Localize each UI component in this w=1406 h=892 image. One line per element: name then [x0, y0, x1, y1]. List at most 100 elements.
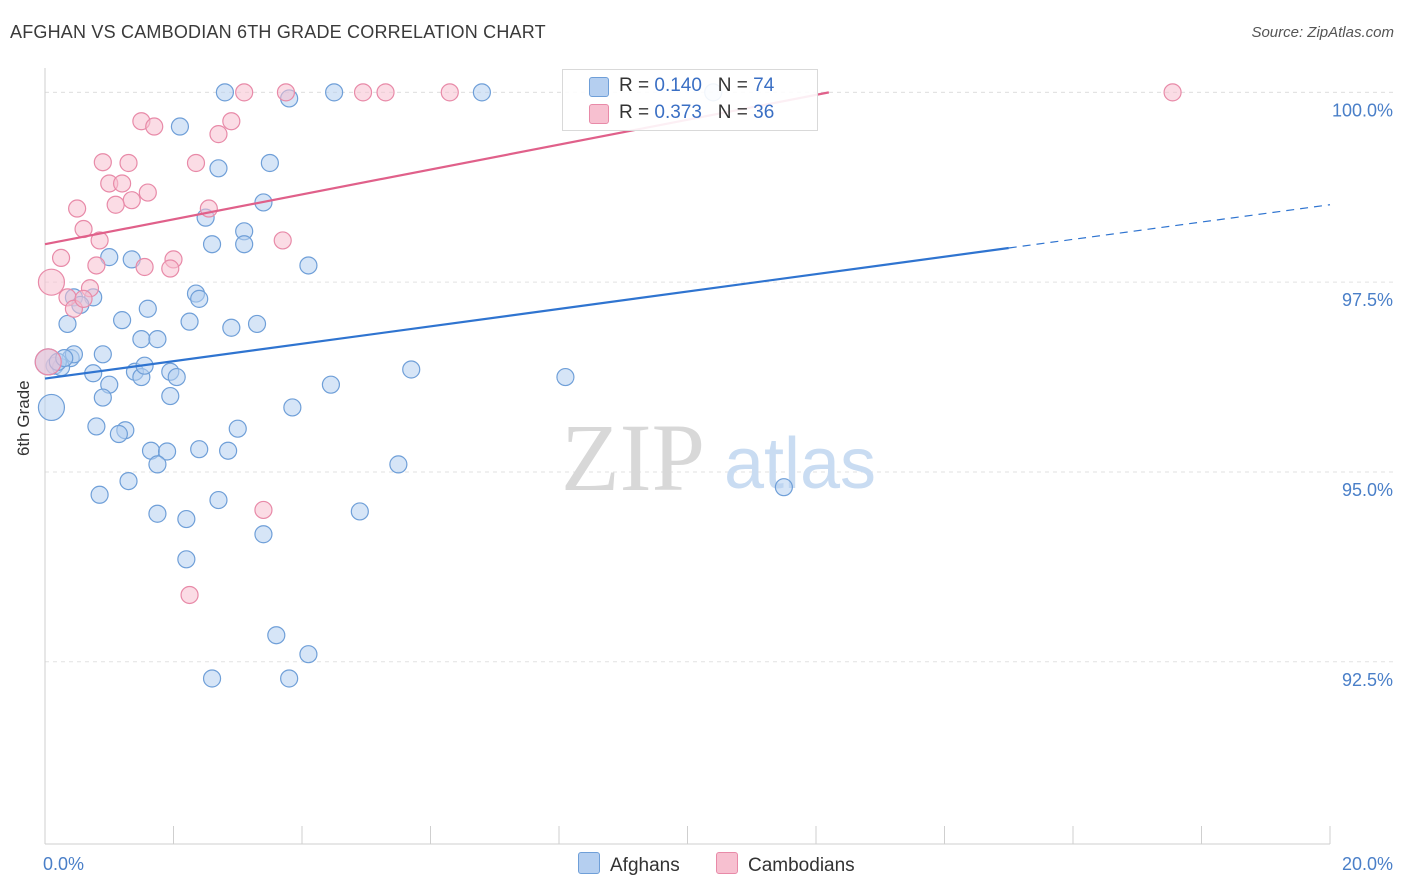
- cambodian-point: [68, 199, 87, 218]
- cambodian-legend-label: Cambodians: [748, 855, 855, 876]
- afghan-point: [167, 367, 186, 387]
- grid-lines: [45, 91, 1395, 663]
- legend-n-value: 36: [753, 102, 775, 123]
- cambodian-point: [122, 191, 141, 210]
- cambodian-point: [37, 268, 66, 296]
- afghan-point: [202, 669, 222, 688]
- afghan-point: [93, 345, 112, 364]
- afghan-point: [389, 455, 408, 474]
- cambodian-point: [119, 153, 138, 173]
- afghan-point: [170, 117, 190, 136]
- y-tick-label: 100.0%: [1332, 100, 1393, 120]
- legend-item-afghans[interactable]: Afghans: [578, 852, 680, 877]
- afghan-point: [321, 375, 341, 394]
- afghan-trend-extension: [1008, 204, 1331, 249]
- afghan-point: [190, 440, 209, 459]
- afghan-point: [132, 330, 151, 349]
- cambodian-point: [209, 125, 228, 144]
- afghan-point: [37, 393, 66, 422]
- afghan-point: [556, 367, 575, 387]
- afghan-point: [325, 83, 344, 102]
- afghan-point: [177, 509, 196, 529]
- cambodian-point: [93, 153, 112, 172]
- axes: [44, 68, 1331, 845]
- x-tick-label: 20.0%: [1342, 854, 1393, 874]
- cambodian-point: [112, 174, 132, 193]
- cambodian-point: [87, 256, 106, 275]
- afghan-point: [148, 504, 167, 523]
- afghan-point: [219, 441, 238, 460]
- legend-r-label: R =: [619, 102, 650, 123]
- afghan-point: [87, 417, 106, 436]
- afghan-point: [58, 314, 77, 334]
- afghan-point: [254, 525, 273, 544]
- cambodian-point: [254, 500, 273, 520]
- legend-r-value: 0.373: [654, 102, 702, 123]
- watermark-atlas: atlas: [724, 424, 876, 504]
- afghan-point: [402, 360, 421, 379]
- afghan-trend-line: [44, 246, 1009, 380]
- x-tick-label: 0.0%: [43, 854, 84, 874]
- afghan-point: [202, 235, 222, 254]
- chart-title: AFGHAN VS CAMBODIAN 6TH GRADE CORRELATIO…: [10, 22, 546, 42]
- afghan-point: [260, 153, 279, 173]
- afghan-point: [774, 478, 793, 497]
- afghan-point: [90, 485, 109, 504]
- afghan-point: [209, 490, 228, 510]
- afghan-point: [299, 256, 318, 275]
- cambodian-point: [273, 231, 292, 250]
- y-tick-label: 97.5%: [1342, 290, 1393, 310]
- cambodian-point: [106, 195, 125, 214]
- afghan-point: [100, 248, 119, 267]
- tick-labels: 100.0% 97.5% 95.0% 92.5% 0.0% 20.0%: [43, 100, 1393, 874]
- afghan-legend-label: Afghans: [610, 855, 680, 876]
- cambodian-point: [376, 83, 395, 102]
- afghan-point: [235, 235, 254, 254]
- cambodian-point: [161, 259, 180, 278]
- afghan-legend-swatch: [578, 852, 600, 874]
- afghan-point: [209, 159, 228, 178]
- afghan-point: [157, 442, 177, 461]
- legend-item-cambodians[interactable]: Cambodians: [716, 852, 855, 877]
- afghan-point: [299, 645, 318, 664]
- cambodian-point: [135, 257, 154, 277]
- afghan-point: [161, 386, 180, 406]
- cambodian-point: [34, 348, 62, 376]
- afghan-point: [350, 502, 369, 521]
- afghan-point: [190, 289, 209, 308]
- series-afghans: [34, 83, 793, 688]
- afghan-point: [112, 311, 132, 330]
- afghan-point: [228, 419, 247, 438]
- legend-n-label: N =: [717, 102, 748, 123]
- source-label: Source: ZipAtlas.com: [1251, 24, 1394, 41]
- legend-n-label: N =: [717, 75, 748, 96]
- cambodian-point: [51, 248, 71, 267]
- afghan-point: [93, 388, 112, 407]
- afghan-point: [177, 550, 196, 569]
- afghan-point: [247, 314, 267, 334]
- stats-legend: R = 0.140 N = 74 R = 0.373 N = 36: [562, 69, 818, 131]
- cambodian-legend-swatch: [716, 852, 738, 874]
- afghan-point: [280, 669, 299, 688]
- cambodian-point: [1163, 83, 1182, 102]
- watermark-zip: ZIP: [561, 404, 705, 511]
- watermark: ZIP atlas: [561, 404, 876, 511]
- cambodian-point: [145, 117, 164, 136]
- cambodian-point: [235, 83, 254, 102]
- y-tick-label: 95.0%: [1342, 480, 1393, 500]
- cambodian-swatch: [589, 104, 609, 124]
- cambodian-point: [222, 112, 241, 131]
- afghan-swatch: [589, 77, 609, 97]
- y-tick-label: 92.5%: [1342, 670, 1393, 690]
- afghan-point: [283, 398, 302, 417]
- legend-r-value: 0.140: [654, 75, 702, 96]
- cambodian-point: [186, 153, 206, 173]
- afghan-point: [180, 312, 199, 331]
- afghan-point: [148, 455, 167, 474]
- afghan-point: [222, 318, 241, 337]
- afghan-point: [267, 626, 286, 645]
- legend-r-label: R =: [619, 75, 650, 96]
- legend-n-value: 74: [753, 75, 775, 96]
- afghan-point: [119, 471, 138, 491]
